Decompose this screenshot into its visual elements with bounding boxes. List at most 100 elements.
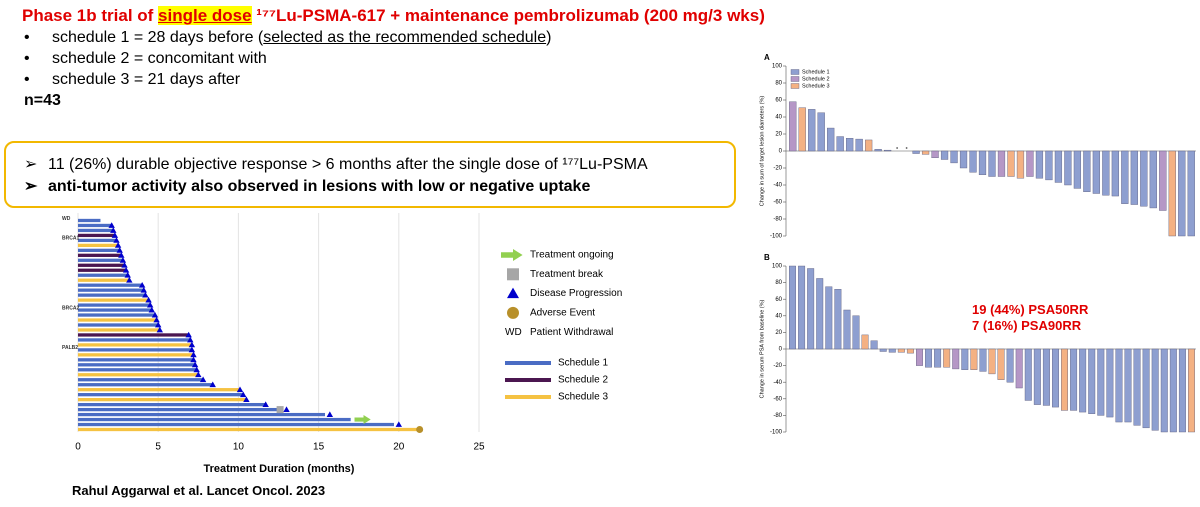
- bar: [78, 303, 151, 307]
- legend-label: Treatment ongoing: [530, 250, 614, 261]
- progression-marker: [191, 361, 199, 368]
- legend-label: Treatment break: [530, 269, 604, 280]
- bar: [78, 402, 266, 407]
- bar: [836, 136, 844, 152]
- row-label: WD: [62, 216, 71, 222]
- bar: [961, 348, 969, 370]
- legend-label: Schedule 2: [558, 375, 608, 386]
- bar: [1115, 348, 1123, 423]
- bar: [855, 138, 863, 152]
- bar: [1130, 150, 1138, 205]
- y-tick-label: -60: [773, 200, 782, 206]
- progression-marker: [146, 301, 154, 308]
- progression-marker: [148, 306, 155, 313]
- bar: [825, 286, 833, 350]
- bar: [1088, 348, 1096, 414]
- bar: [1102, 150, 1110, 196]
- citation: Rahul Aggarwal et al. Lancet Oncol. 2023: [72, 483, 326, 498]
- legend-label: Disease Progression: [530, 288, 622, 299]
- bar: [78, 243, 119, 248]
- y-tick-label: -80: [773, 413, 782, 419]
- bullet: • schedule 3 = 21 days after: [24, 71, 241, 88]
- progression-marker: [151, 311, 159, 318]
- y-tick-label: 20: [775, 330, 782, 336]
- progression-marker: [119, 257, 127, 263]
- bar: [78, 388, 241, 392]
- progression-marker: [126, 277, 133, 283]
- y-axis-title: Change in serum PSA from baseline (%): [759, 299, 765, 398]
- bar: [1070, 348, 1078, 411]
- bar: [988, 348, 996, 375]
- annotation: 7 (16%) PSA90RR: [972, 318, 1082, 333]
- progression-marker: [110, 227, 117, 233]
- bar: [970, 348, 978, 370]
- bar: [1178, 150, 1186, 237]
- break-marker: [507, 268, 519, 281]
- legend-label: Schedule 3: [802, 83, 830, 89]
- bar: [1033, 348, 1041, 405]
- progression-marker: [190, 351, 197, 358]
- progression-marker: [122, 267, 130, 273]
- bar: [78, 328, 160, 332]
- y-tick-label: 100: [772, 64, 783, 70]
- bar: [865, 139, 873, 152]
- y-tick-label: -100: [770, 234, 783, 240]
- bar: [1006, 348, 1014, 383]
- y-tick-label: 60: [775, 98, 782, 104]
- progression-marker: [326, 411, 334, 417]
- box-item: ➢ anti-tumor activity also observed in le…: [24, 178, 591, 195]
- bar: [1140, 150, 1148, 207]
- progression-marker: [190, 356, 197, 363]
- bar: [78, 393, 244, 397]
- y-tick-label: 100: [772, 264, 783, 270]
- progression-marker: [395, 421, 402, 427]
- progression-marker: [111, 232, 119, 238]
- bar: [1149, 150, 1157, 209]
- progression-marker: [507, 287, 519, 299]
- bar: [808, 109, 816, 152]
- bar: [78, 273, 128, 277]
- bar: [789, 101, 797, 152]
- y-tick-label: -80: [773, 217, 782, 223]
- progression-marker: [262, 401, 269, 408]
- progression-marker: [113, 237, 120, 243]
- bar: [1168, 150, 1176, 237]
- progression-marker: [185, 331, 192, 338]
- bar: [1007, 150, 1015, 177]
- progression-marker: [116, 247, 123, 253]
- bar: [78, 288, 144, 292]
- bar: [78, 353, 194, 357]
- legend-label: Schedule 3: [558, 392, 608, 403]
- bar: [931, 150, 939, 159]
- progression-marker: [188, 341, 196, 348]
- bar: [78, 333, 189, 337]
- bar: [78, 417, 351, 422]
- bar: [78, 218, 101, 223]
- bar: [852, 315, 860, 350]
- bar: [78, 343, 192, 347]
- bar: [1142, 348, 1150, 429]
- row-label: BRCA2: [62, 305, 79, 311]
- y-tick-label: 80: [775, 81, 782, 87]
- legend-swatch: [790, 83, 800, 89]
- adverse-event-marker: [416, 426, 424, 434]
- title-text: ¹⁷⁷Lu-PSMA-617 + maintenance pembrolizum…: [251, 6, 765, 25]
- bullet: • schedule 1 = 28 days before (selected a…: [24, 29, 552, 46]
- x-tick-label: 15: [313, 442, 325, 453]
- bar: [1079, 348, 1087, 413]
- progression-marker: [153, 316, 160, 323]
- bar: [827, 127, 835, 152]
- bar: [78, 412, 326, 417]
- bar: [1026, 150, 1034, 177]
- bar: [78, 383, 213, 387]
- bar: [78, 258, 123, 262]
- bar: [78, 223, 112, 228]
- bar: [78, 422, 394, 427]
- bar: [912, 150, 920, 154]
- bar: [1121, 150, 1129, 204]
- bar: [798, 265, 806, 350]
- bar: [916, 348, 923, 366]
- bar: [1159, 150, 1167, 211]
- bar: [78, 283, 143, 287]
